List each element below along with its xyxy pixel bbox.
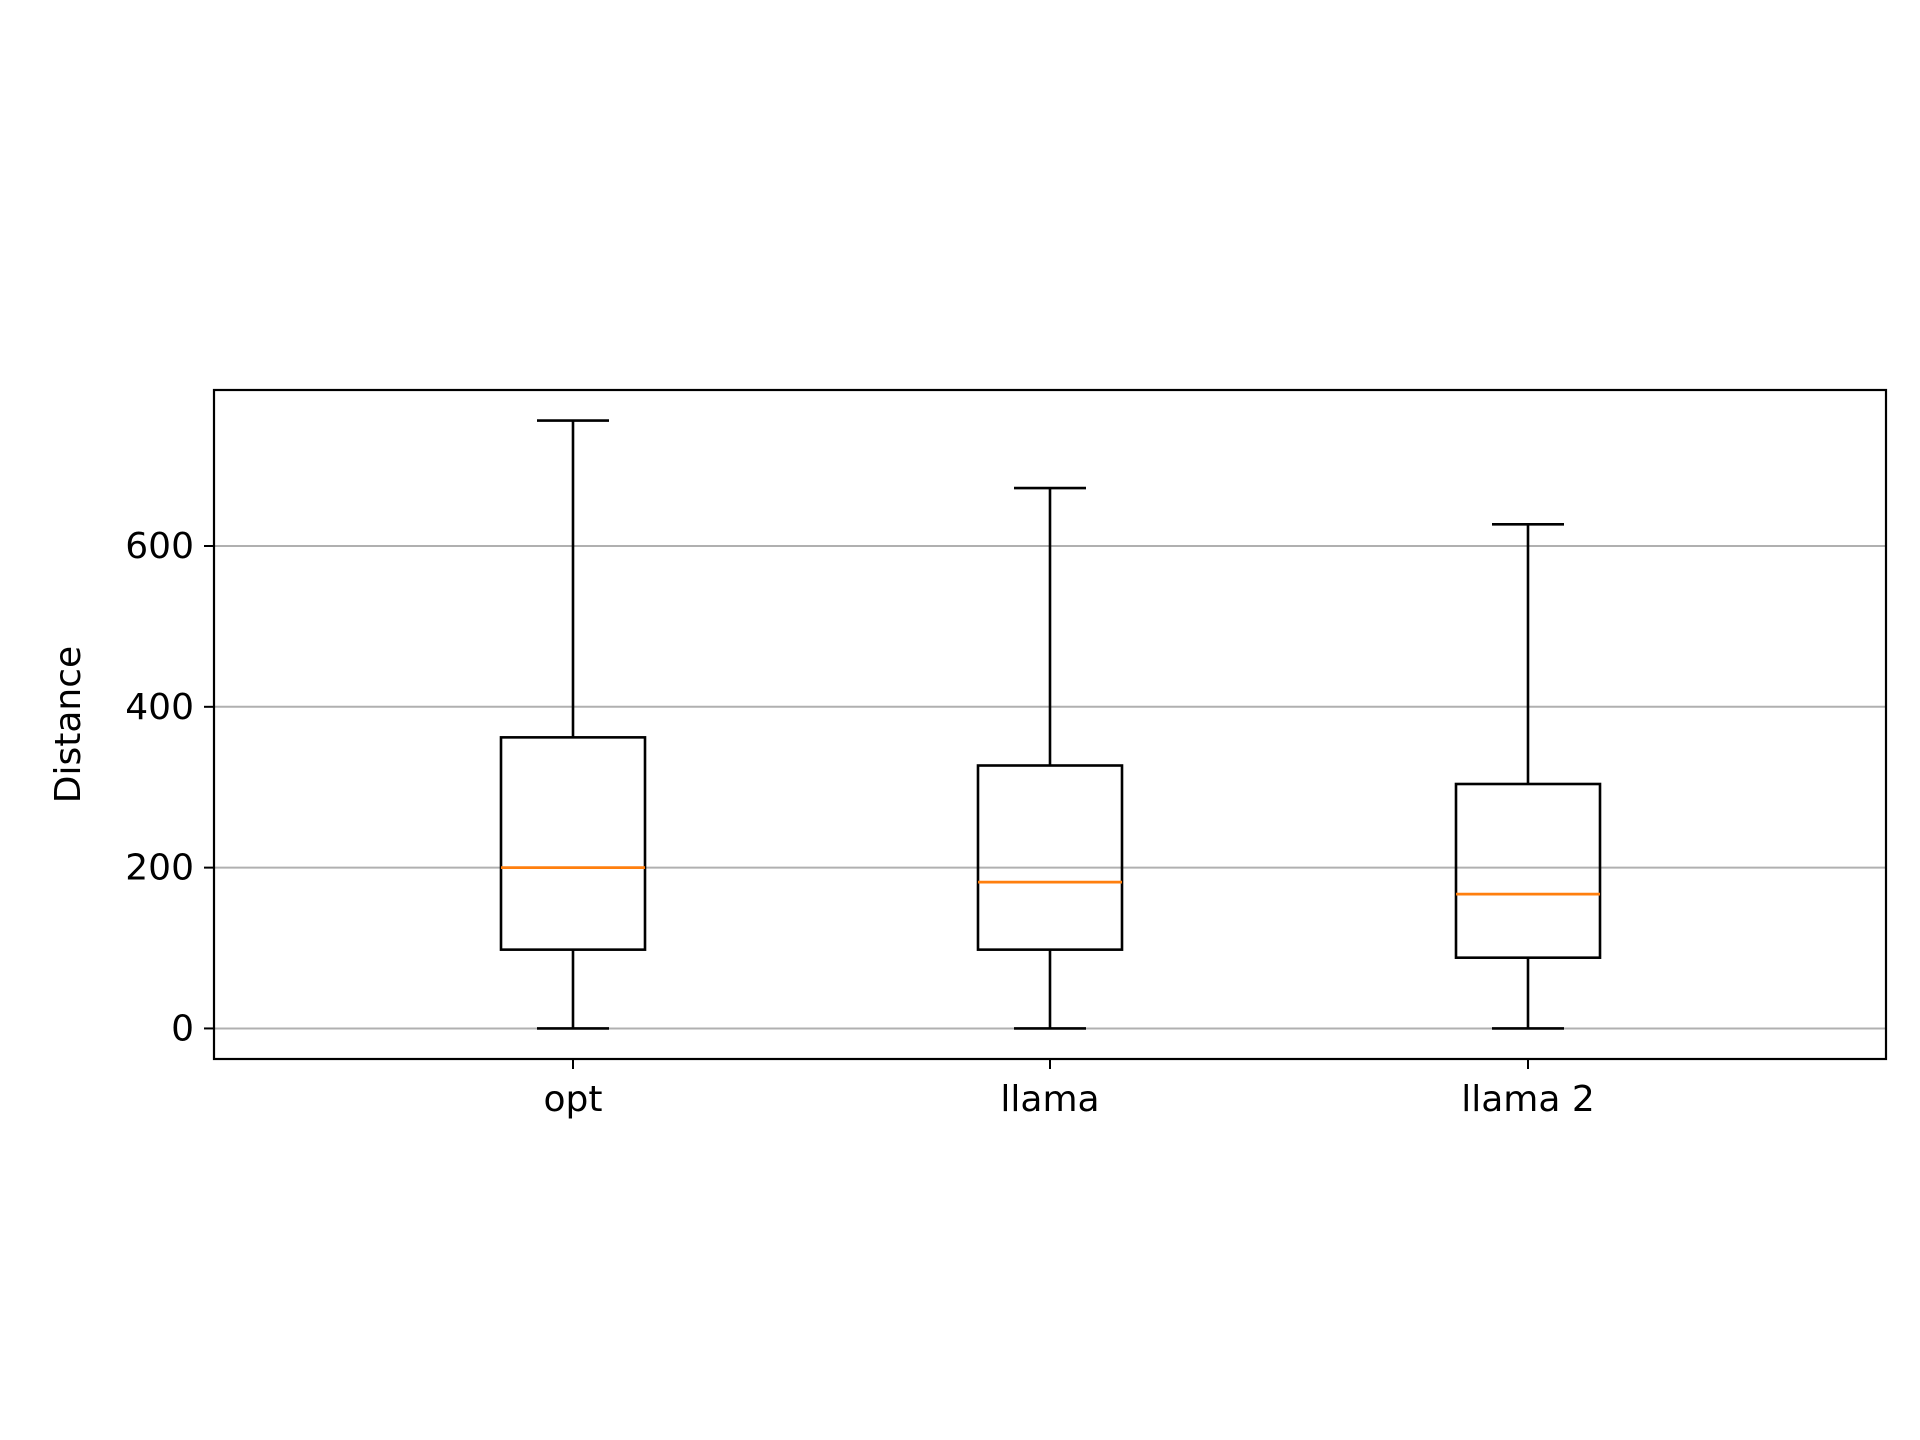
x-tick-label-opt: opt — [544, 1079, 603, 1120]
box-llama — [976, 486, 1124, 1030]
y-tick-label-200: 200 — [125, 848, 194, 889]
box-llama-2 — [1454, 522, 1602, 1030]
iqr-box-llama-2 — [1454, 782, 1602, 959]
x-tick-label-llama: llama — [1000, 1079, 1099, 1120]
y-axis-label: Distance — [48, 646, 89, 803]
x-axis-ticks: opt llama llama 2 — [544, 1059, 1595, 1120]
boxes — [499, 419, 1602, 1030]
box-opt — [499, 419, 647, 1030]
iqr-box-opt — [499, 736, 647, 951]
y-axis-ticks: 0 200 400 600 — [125, 526, 214, 1049]
y-tick-label-0: 0 — [171, 1008, 194, 1049]
iqr-box-llama — [976, 764, 1124, 951]
y-tick-label-400: 400 — [125, 687, 194, 728]
x-tick-label-llama-2: llama 2 — [1461, 1079, 1595, 1120]
y-tick-label-600: 600 — [125, 526, 194, 567]
